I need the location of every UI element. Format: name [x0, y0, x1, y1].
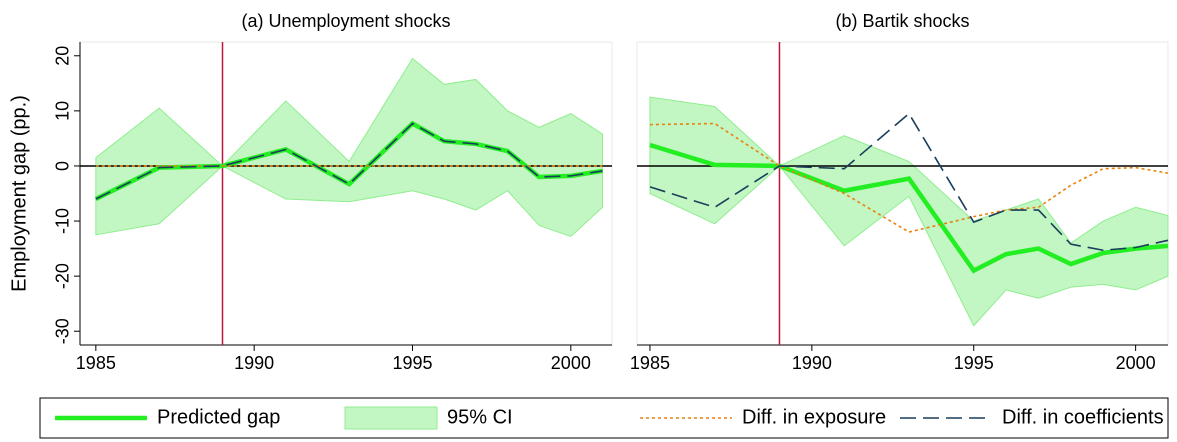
y-tick-label: -20 [53, 263, 73, 289]
legend-label: 95% CI [447, 406, 513, 428]
x-tick-label: 1995 [392, 353, 432, 373]
x-tick-label: 1990 [234, 353, 274, 373]
series-line [649, 122, 1169, 233]
legend-swatch [344, 406, 438, 430]
legend-label: Diff. in coefficients [1002, 406, 1164, 428]
x-tick-label: 1995 [954, 353, 994, 373]
x-tick-label: 2000 [551, 353, 591, 373]
y-tick-label: 0 [53, 161, 73, 171]
legend-label: Diff. in exposure [742, 406, 886, 428]
ci-band [649, 96, 1169, 327]
series-line [649, 112, 1169, 252]
series-line [649, 142, 1169, 274]
x-tick-label: 1990 [792, 353, 832, 373]
y-tick-label: 10 [53, 101, 73, 121]
legend-label: Predicted gap [157, 406, 280, 428]
panel-title: (b) Bartik shocks [835, 11, 969, 31]
x-tick-label: 2000 [1116, 353, 1156, 373]
legend-box [39, 397, 1169, 439]
series-line [95, 122, 603, 200]
y-tick-label: 20 [53, 46, 73, 66]
y-tick-label: -10 [53, 208, 73, 234]
y-tick-label: -30 [53, 318, 73, 344]
ci-band [95, 57, 603, 238]
x-tick-label: 1985 [630, 353, 670, 373]
x-tick-label: 1985 [76, 353, 116, 373]
panel-title: (a) Unemployment shocks [241, 11, 450, 31]
y-axis-label: Employment gap (pp.) [8, 95, 30, 292]
